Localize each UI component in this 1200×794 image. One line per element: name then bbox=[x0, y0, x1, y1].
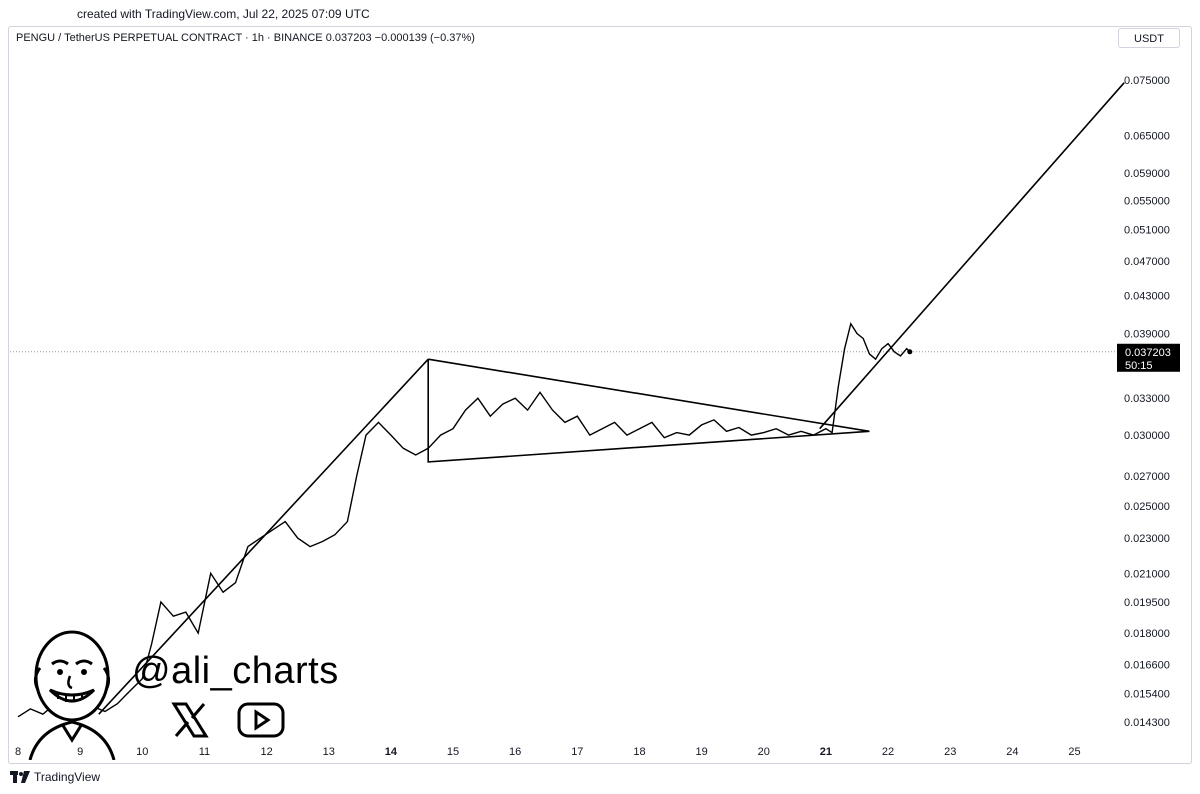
time-tick-label: 15 bbox=[447, 746, 459, 758]
time-tick-label: 25 bbox=[1068, 746, 1080, 758]
triangle-pattern bbox=[427, 358, 870, 463]
chart-frame bbox=[8, 26, 1192, 764]
time-tick-label: 23 bbox=[944, 746, 956, 758]
price-tick-label: 0.014300 bbox=[1124, 717, 1170, 729]
price-tick-label: 0.039000 bbox=[1124, 328, 1170, 340]
price-tick-label: 0.055000 bbox=[1124, 195, 1170, 207]
time-tick-label: 18 bbox=[633, 746, 645, 758]
time-tick-label: 22 bbox=[882, 746, 894, 758]
time-tick-label: 11 bbox=[199, 746, 210, 758]
price-tick-label: 0.027000 bbox=[1124, 471, 1170, 483]
time-tick-label: 20 bbox=[758, 746, 770, 758]
time-tick-label: 24 bbox=[1006, 746, 1018, 758]
watermark-handle: @ali_charts bbox=[132, 650, 339, 692]
footer-brand-label: TradingView bbox=[34, 770, 101, 784]
youtube-logo-icon bbox=[237, 702, 285, 738]
price-series-line bbox=[17, 321, 911, 718]
price-tick-label: 0.075000 bbox=[1124, 75, 1170, 87]
time-tick-label: 19 bbox=[695, 746, 707, 758]
price-tag-value: 0.037203 bbox=[1125, 347, 1171, 359]
price-tick-label: 0.051000 bbox=[1124, 225, 1170, 237]
avatar-icon bbox=[28, 630, 116, 760]
time-tick-label: 16 bbox=[509, 746, 521, 758]
x-logo-icon bbox=[171, 702, 209, 738]
price-tick-label: 0.065000 bbox=[1124, 131, 1170, 143]
price-tick-label: 0.025000 bbox=[1124, 501, 1170, 513]
time-axis[interactable]: 8 9 10 11 12 13 14 15 16 17 18 19 20 21 22 23 24 25 bbox=[15, 746, 1081, 758]
price-axis[interactable]: 0.075000 0.065000 0.059000 0.055000 0.051000… bbox=[1124, 75, 1170, 729]
price-tick-label: 0.015400 bbox=[1124, 688, 1170, 700]
pattern-annotations bbox=[98, 82, 1125, 715]
time-tick-label: 13 bbox=[323, 746, 335, 758]
time-tick-label: 17 bbox=[571, 746, 583, 758]
price-tick-label: 0.021000 bbox=[1124, 568, 1170, 580]
time-tick-label: 10 bbox=[136, 746, 148, 758]
footer-brand[interactable]: TradingView bbox=[10, 770, 100, 784]
time-tick-label: 9 bbox=[77, 746, 83, 758]
price-tick-label: 0.033000 bbox=[1124, 393, 1170, 405]
price-tick-label: 0.018000 bbox=[1124, 628, 1170, 640]
time-tick-label: 8 bbox=[15, 746, 21, 758]
price-tick-label: 0.059000 bbox=[1124, 168, 1170, 180]
price-tick-label: 0.043000 bbox=[1124, 291, 1170, 303]
created-with-caption: created with TradingView.com, Jul 22, 20… bbox=[77, 7, 370, 21]
tradingview-logo-icon bbox=[10, 771, 30, 783]
breakout-trendline bbox=[819, 82, 1125, 430]
price-tick-label: 0.019500 bbox=[1124, 597, 1170, 609]
currency-button[interactable]: USDT bbox=[1118, 28, 1180, 48]
time-tick-label: 12 bbox=[260, 746, 272, 758]
price-tick-label: 0.030000 bbox=[1124, 430, 1170, 442]
time-tick-label: 14 bbox=[385, 746, 398, 758]
symbol-info: PENGU / TetherUS PERPETUAL CONTRACT · 1h… bbox=[16, 32, 475, 44]
price-tag: 0.037203 50:15 bbox=[1117, 343, 1180, 372]
price-tag-box bbox=[1117, 343, 1180, 372]
price-tick-label: 0.016600 bbox=[1124, 659, 1170, 671]
time-tick-label: 21 bbox=[820, 746, 832, 758]
price-tick-label: 0.047000 bbox=[1124, 256, 1170, 268]
price-tick-label: 0.023000 bbox=[1124, 533, 1170, 545]
last-price-dot bbox=[907, 349, 913, 355]
price-tag-countdown: 50:15 bbox=[1125, 360, 1153, 372]
